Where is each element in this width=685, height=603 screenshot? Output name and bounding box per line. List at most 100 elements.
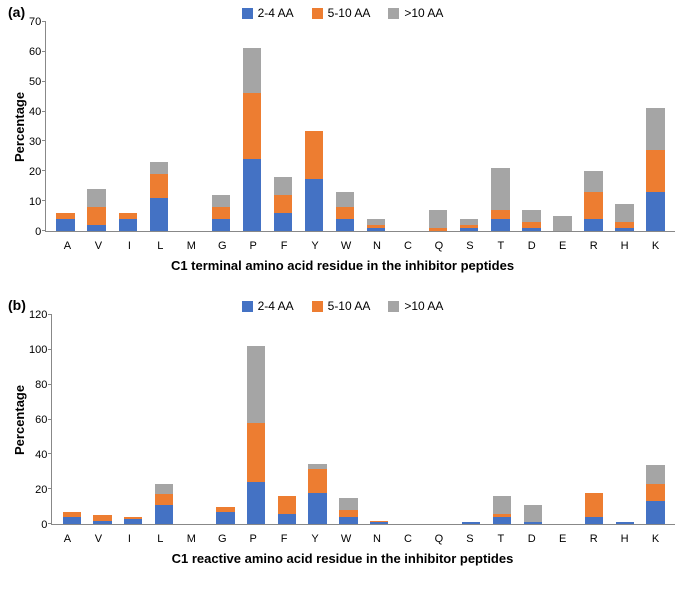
bar-segment xyxy=(336,207,355,219)
legend-item: >10 AA xyxy=(388,6,443,20)
x-tick-label: C xyxy=(392,529,423,545)
y-axis: 120100806040200 xyxy=(29,315,51,525)
bar-column xyxy=(236,48,267,231)
bar-segment xyxy=(524,505,542,523)
legend-swatch xyxy=(388,301,399,312)
legend: 2-4 AA 5-10 AA >10 AA xyxy=(0,0,685,22)
bar-segment xyxy=(646,484,664,502)
x-tick-label: P xyxy=(238,236,269,252)
x-tick-label: H xyxy=(609,236,640,252)
bar-segment xyxy=(339,498,357,510)
bar-column xyxy=(578,171,609,231)
bar-column xyxy=(210,507,241,525)
x-tick-label: L xyxy=(145,236,176,252)
bar-column xyxy=(640,465,671,525)
bar-column xyxy=(640,108,671,231)
bar-segment xyxy=(429,210,448,228)
bar-segment xyxy=(247,423,265,483)
bars-container xyxy=(52,315,675,524)
legend-label: >10 AA xyxy=(404,6,443,20)
bar-segment xyxy=(119,219,138,231)
bar-column xyxy=(205,195,236,231)
bar-column xyxy=(112,213,143,231)
legend-swatch xyxy=(242,301,253,312)
bar-column xyxy=(579,493,610,525)
legend: 2-4 AA5-10 AA>10 AA xyxy=(0,293,685,315)
bar-segment xyxy=(493,517,511,524)
plot-area xyxy=(51,315,675,525)
bar-segment xyxy=(646,465,664,484)
x-tick-label: L xyxy=(145,529,176,545)
x-tick-label: F xyxy=(269,236,300,252)
bar-segment xyxy=(308,493,326,524)
x-tick-label: K xyxy=(640,236,671,252)
bar-segment xyxy=(615,204,634,222)
panel-label: (a) xyxy=(8,4,25,20)
bar-column xyxy=(609,204,640,231)
bar-column xyxy=(330,192,361,231)
bar-column xyxy=(267,177,298,231)
x-tick-label: A xyxy=(52,236,83,252)
bar-segment xyxy=(155,494,173,505)
x-tick-label: H xyxy=(609,529,640,545)
bar-segment xyxy=(305,131,324,179)
bar-segment xyxy=(278,496,296,514)
bar-segment xyxy=(584,171,603,192)
x-tick-label: D xyxy=(516,236,547,252)
bar-segment xyxy=(367,228,386,231)
bar-column xyxy=(610,522,641,524)
x-tick-label: A xyxy=(52,529,83,545)
bar-segment xyxy=(585,493,603,518)
plot-area xyxy=(45,22,675,232)
bar-column xyxy=(454,219,485,231)
bar-segment xyxy=(247,346,265,423)
bar-segment xyxy=(243,159,262,231)
bar-column xyxy=(302,464,333,524)
legend-label: 2-4 AA xyxy=(258,6,294,20)
x-tick-label: E xyxy=(547,236,578,252)
x-tick-label: W xyxy=(331,236,362,252)
legend-label: 2-4 AA xyxy=(258,299,294,313)
x-tick-label: M xyxy=(176,529,207,545)
bar-segment xyxy=(616,522,634,524)
x-axis: AVILMGPFYWNCQSTDERHK xyxy=(0,236,685,252)
x-tick-label: E xyxy=(547,529,578,545)
bar-column xyxy=(333,498,364,524)
bar-segment xyxy=(216,512,234,524)
bar-segment xyxy=(93,521,111,525)
bar-segment xyxy=(278,514,296,525)
legend-swatch xyxy=(312,301,323,312)
bar-segment xyxy=(646,192,665,231)
bar-segment xyxy=(460,228,479,231)
x-axis-spacer xyxy=(0,236,48,252)
bar-segment xyxy=(274,195,293,213)
bar-segment xyxy=(305,179,324,232)
x-axis-spacer xyxy=(0,529,48,545)
x-tick-label: Q xyxy=(423,236,454,252)
bar-segment xyxy=(124,519,142,524)
bar-segment xyxy=(56,219,75,231)
bar-column xyxy=(456,522,487,524)
bars-container xyxy=(46,22,675,231)
x-tick-label: Y xyxy=(300,236,331,252)
x-tick-label: P xyxy=(238,529,269,545)
legend-swatch xyxy=(388,8,399,19)
x-tick-label: N xyxy=(362,236,393,252)
bar-segment xyxy=(155,505,173,524)
bar-segment xyxy=(646,150,665,192)
bar-segment xyxy=(212,195,231,207)
legend-item: 5-10 AA xyxy=(312,299,371,313)
bar-segment xyxy=(491,210,510,219)
legend-label: 5-10 AA xyxy=(328,6,371,20)
x-tick-label: R xyxy=(578,529,609,545)
x-axis-spacer xyxy=(675,529,685,545)
bar-segment xyxy=(522,210,541,222)
x-tick-label: V xyxy=(83,529,114,545)
bar-segment xyxy=(370,522,388,524)
bar-segment xyxy=(522,228,541,231)
legend-swatch xyxy=(242,8,253,19)
bar-column xyxy=(485,168,516,231)
y-axis-label: Percentage xyxy=(10,22,29,232)
x-axis-label: C1 reactive amino acid residue in the in… xyxy=(0,545,685,576)
bar-column xyxy=(118,517,149,524)
